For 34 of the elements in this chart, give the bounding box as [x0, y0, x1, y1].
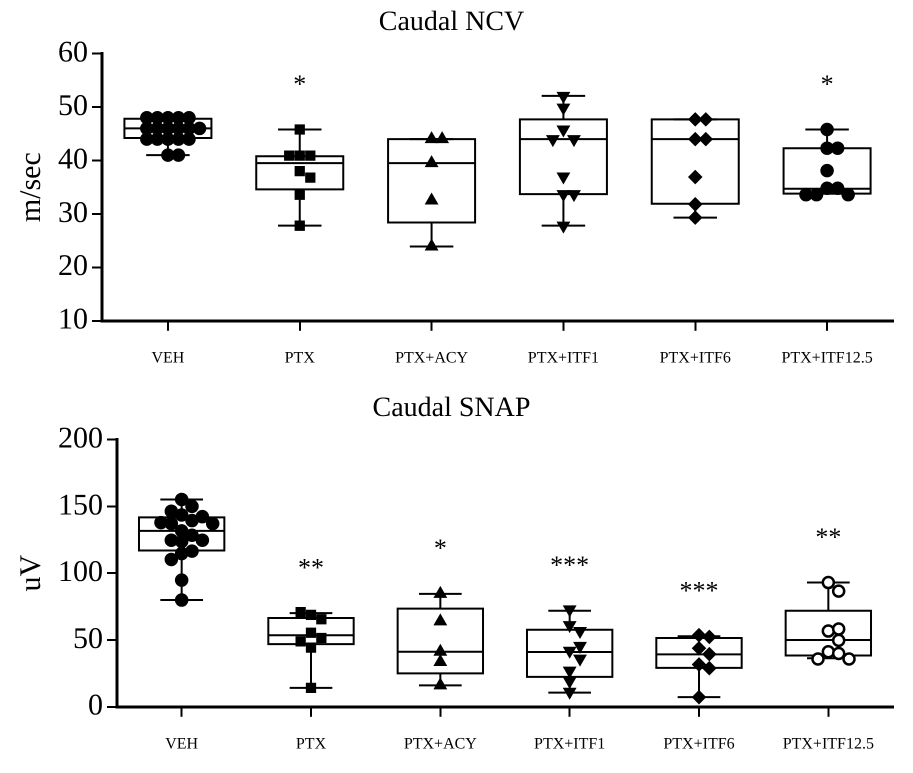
- y-tick-label: 0: [88, 688, 103, 722]
- annotation: ***: [680, 576, 718, 606]
- y-axis-title: m/sec: [14, 152, 47, 222]
- y-tick-label: 100: [58, 555, 103, 588]
- x-tick-label: PTX: [284, 350, 316, 367]
- y-tick-label: 60: [58, 35, 88, 68]
- y-tick-label: 10: [58, 302, 88, 336]
- x-tick-label: PTX: [296, 736, 327, 753]
- y-tick-label: 30: [58, 196, 88, 229]
- y-tick-label: 20: [58, 249, 88, 282]
- x-tick-label: PTX+ITF1: [534, 736, 606, 753]
- x-tick-label: PTX+ITF1: [528, 350, 600, 367]
- y-tick-label: 200: [58, 421, 103, 454]
- y-axis-title: uV: [14, 554, 47, 592]
- x-tick-label: PTX+ACY: [395, 350, 469, 367]
- x-tick-label: PTX+ITF6: [660, 350, 731, 367]
- annotation: **: [815, 522, 842, 552]
- x-tick-label: VEH: [165, 736, 199, 753]
- chart-title: Caudal NCV: [378, 6, 524, 38]
- x-tick-label: PTX+ACY: [404, 736, 478, 753]
- annotation: *: [434, 534, 447, 563]
- annotation: *: [293, 69, 306, 98]
- x-tick-label: PTX+ITF12.5: [781, 350, 873, 367]
- y-tick-label: 150: [58, 488, 103, 522]
- chart-title: Caudal SNAP: [372, 392, 530, 424]
- x-tick-label: PTX+ITF6: [663, 736, 735, 753]
- y-tick-label: 40: [58, 142, 88, 176]
- annotation: **: [298, 552, 324, 582]
- y-tick-label: 50: [58, 88, 88, 122]
- x-tick-label: PTX+ITF12.5: [782, 736, 874, 753]
- annotation: ***: [550, 550, 590, 580]
- annotation: *: [820, 69, 834, 98]
- y-tick-label: 50: [73, 622, 103, 655]
- x-tick-label: VEH: [151, 350, 185, 367]
